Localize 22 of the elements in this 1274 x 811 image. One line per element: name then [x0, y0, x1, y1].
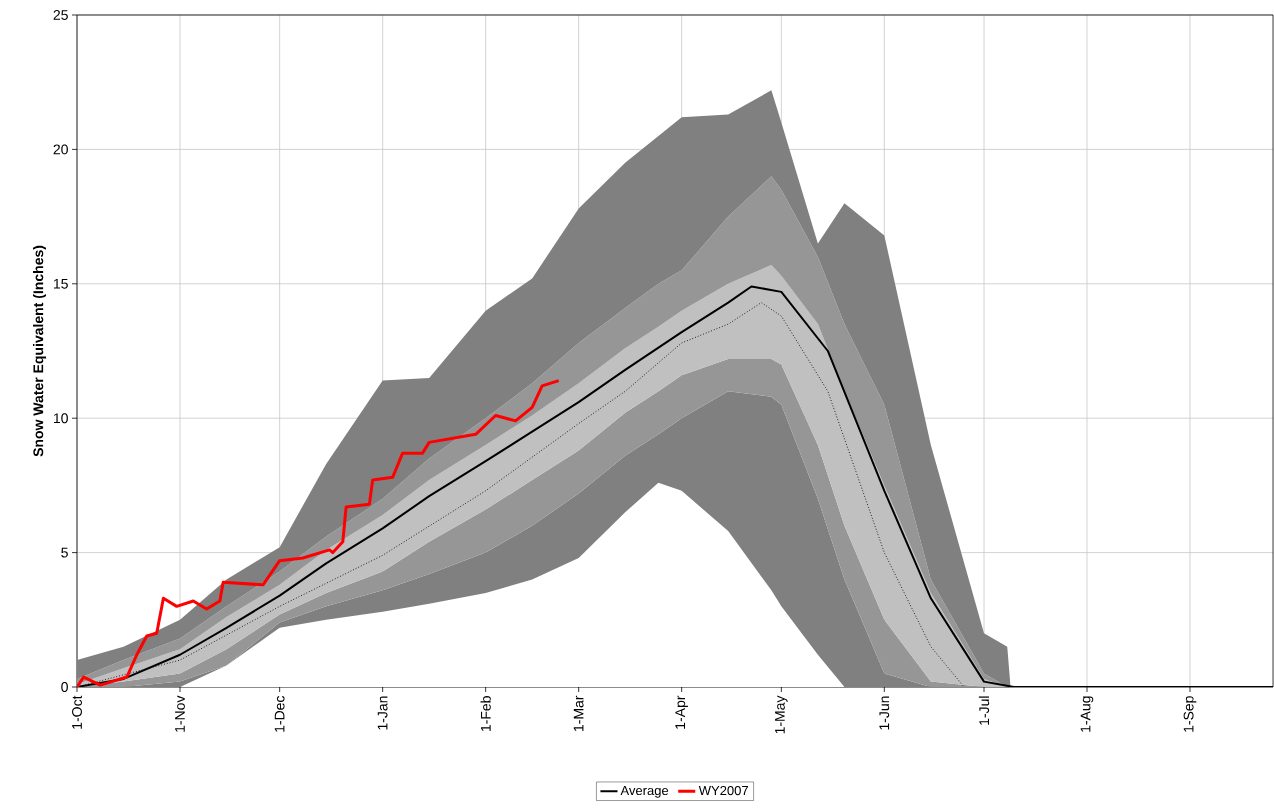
x-tick-label: 1-Dec	[274, 695, 285, 732]
y-tick-label: 10	[53, 413, 68, 424]
y-tick-label: 0	[61, 682, 68, 692]
x-tick-label: 1-Jun	[879, 696, 890, 730]
x-tick-label: 1-Jan	[377, 696, 388, 730]
x-tick-label: 1-Feb	[480, 696, 491, 732]
y-tick-label: 5	[61, 547, 68, 558]
y-tick-label: 15	[53, 278, 68, 289]
x-tick-label: 1-Oct	[72, 695, 82, 729]
x-tick-label: 1-Jul	[978, 696, 990, 725]
y-axis-title: Snow Water Equivalent (Inches)	[32, 245, 47, 457]
y-tick-label: 20	[53, 144, 68, 155]
legend-label: Average	[620, 786, 669, 798]
x-tick-label: 1-Sep	[1183, 696, 1197, 732]
x-tick-label: 1-Aug	[1080, 696, 1094, 732]
line-series	[77, 379, 561, 687]
x-tick-label: 1-Mar	[573, 695, 584, 732]
x-tick-label: 1-May	[775, 695, 788, 734]
x-tick-label: 1-Apr	[675, 695, 688, 729]
legend-label: WY2007	[698, 785, 748, 796]
y-tick-label: 25	[53, 10, 68, 20]
x-tick-label: 1-Nov	[175, 695, 185, 732]
